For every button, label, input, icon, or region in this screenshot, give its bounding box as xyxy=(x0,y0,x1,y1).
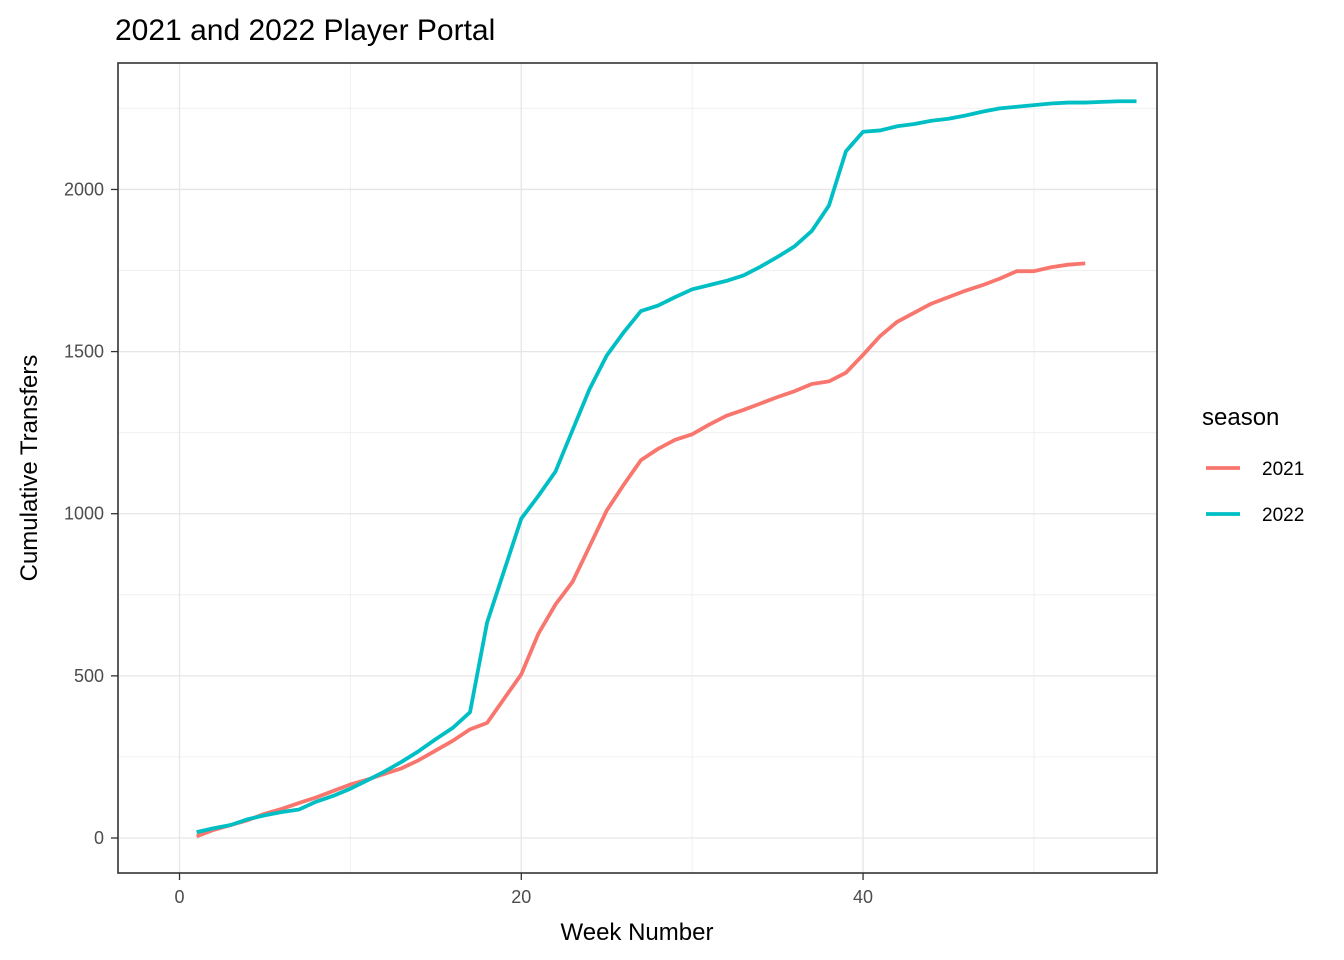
x-tick-label: 0 xyxy=(175,887,185,907)
legend-items: 2021 2022 xyxy=(1206,459,1304,526)
x-tick-label: 20 xyxy=(511,887,531,907)
y-tick-label: 2000 xyxy=(64,179,104,199)
y-axis-title: Cumulative Transfers xyxy=(16,355,43,582)
chart-title: 2021 and 2022 Player Portal xyxy=(115,14,495,47)
plot-panel-border xyxy=(117,62,1158,874)
series-line-2021 xyxy=(195,261,1086,839)
legend-label-2021: 2021 xyxy=(1262,459,1304,480)
legend: season 2021 2022 xyxy=(1202,404,1304,526)
x-axis: 0 20 40 xyxy=(175,873,873,907)
y-tick-label: 0 xyxy=(94,828,104,848)
major-gridlines xyxy=(118,63,1157,873)
series-layer xyxy=(195,99,1137,839)
legend-label-2022: 2022 xyxy=(1262,505,1304,526)
minor-gridlines xyxy=(118,63,1157,873)
y-axis: 0 500 1000 1500 2000 xyxy=(64,179,118,848)
y-tick-label: 500 xyxy=(74,666,104,686)
y-tick-label: 1000 xyxy=(64,504,104,524)
x-axis-title: Week Number xyxy=(561,919,714,946)
legend-title: season xyxy=(1202,404,1279,431)
series-line-2022 xyxy=(196,99,1137,834)
x-tick-label: 40 xyxy=(853,887,873,907)
y-tick-label: 1500 xyxy=(64,342,104,362)
